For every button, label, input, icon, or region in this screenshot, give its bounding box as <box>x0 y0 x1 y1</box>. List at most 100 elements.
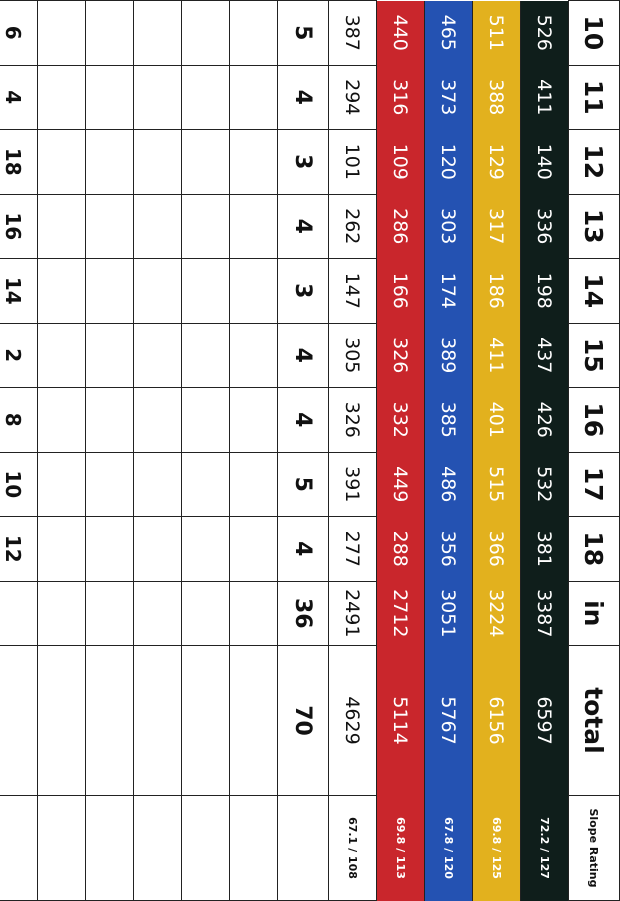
score-cell[interactable] <box>37 129 86 194</box>
score-cell[interactable] <box>181 129 230 194</box>
score-cell[interactable] <box>229 581 278 646</box>
yardage-cell: 526 <box>520 0 569 65</box>
score-cell[interactable] <box>37 323 86 388</box>
score-cell[interactable] <box>85 258 134 323</box>
score-cell[interactable] <box>181 452 230 517</box>
score-cell[interactable] <box>37 645 86 796</box>
score-cell[interactable] <box>85 194 134 259</box>
score-cell[interactable] <box>37 581 86 646</box>
score-cell[interactable] <box>229 0 278 65</box>
score-cell[interactable] <box>85 0 134 65</box>
hole-number: 11 <box>568 65 620 130</box>
par-cell: 4 <box>277 387 329 452</box>
score-cell[interactable] <box>181 516 230 581</box>
score-cell[interactable] <box>133 0 182 65</box>
score-cell[interactable] <box>229 795 278 901</box>
score-cell[interactable] <box>133 323 182 388</box>
slope-rating-cell: 67.8 / 120 <box>424 795 473 901</box>
tee-row: 511 388 129 317 186 411 401 515 366 3224 6156 69.8 … <box>472 0 521 901</box>
score-cell[interactable] <box>37 258 86 323</box>
yardage-cell: 288 <box>376 516 425 581</box>
par-cell: 4 <box>277 194 329 259</box>
tee-row: 526 411 140 336 198 437 426 532 381 3387 6597 72.2 … <box>520 0 569 901</box>
yardage-cell: 129 <box>472 129 521 194</box>
score-cell[interactable] <box>85 129 134 194</box>
slope-rating-cell: 69.8 / 113 <box>376 795 425 901</box>
empty-cell <box>0 645 38 796</box>
yardage-cell: 120 <box>424 129 473 194</box>
score-cell[interactable] <box>181 65 230 130</box>
yardage-cell: 277 <box>328 516 377 581</box>
yardage-cell: 317 <box>472 194 521 259</box>
score-cell[interactable] <box>37 65 86 130</box>
score-cell[interactable] <box>181 645 230 796</box>
score-cell[interactable] <box>85 581 134 646</box>
score-cell[interactable] <box>133 645 182 796</box>
score-cell[interactable] <box>181 581 230 646</box>
par-cell: 5 <box>277 452 329 517</box>
score-cell[interactable] <box>85 323 134 388</box>
score-cell[interactable] <box>85 65 134 130</box>
score-cell[interactable] <box>229 452 278 517</box>
score-cell[interactable] <box>37 0 86 65</box>
score-cell[interactable] <box>133 795 182 901</box>
score-cell[interactable] <box>85 387 134 452</box>
in-total-cell: 3051 <box>424 581 473 646</box>
yardage-cell: 326 <box>328 387 377 452</box>
yardage-cell: 326 <box>376 323 425 388</box>
score-cell[interactable] <box>229 129 278 194</box>
score-cell[interactable] <box>37 452 86 517</box>
score-cell[interactable] <box>85 645 134 796</box>
par-cell: 3 <box>277 258 329 323</box>
par-cell: 5 <box>277 0 329 65</box>
in-total-cell: 3387 <box>520 581 569 646</box>
score-cell[interactable] <box>133 516 182 581</box>
yardage-cell: 140 <box>520 129 569 194</box>
score-cell[interactable] <box>181 194 230 259</box>
score-cell[interactable] <box>37 795 86 901</box>
score-cell[interactable] <box>181 323 230 388</box>
score-cell[interactable] <box>85 452 134 517</box>
score-cell[interactable] <box>181 387 230 452</box>
hole-header-row: 10 11 12 13 14 15 16 17 18 in total Slope Rating <box>568 0 620 901</box>
score-cell[interactable] <box>133 258 182 323</box>
par-cell: 4 <box>277 516 329 581</box>
score-cell[interactable] <box>229 516 278 581</box>
score-cell[interactable] <box>229 645 278 796</box>
yardage-cell: 511 <box>472 0 521 65</box>
score-cell[interactable] <box>133 581 182 646</box>
total-cell: 5767 <box>424 645 473 796</box>
score-cell[interactable] <box>37 194 86 259</box>
score-cell[interactable] <box>229 387 278 452</box>
score-cell[interactable] <box>181 258 230 323</box>
yardage-cell: 336 <box>520 194 569 259</box>
score-cell[interactable] <box>229 323 278 388</box>
in-total-cell: 2712 <box>376 581 425 646</box>
yardage-cell: 305 <box>328 323 377 388</box>
yardage-cell: 332 <box>376 387 425 452</box>
score-row <box>229 0 278 901</box>
yardage-cell: 166 <box>376 258 425 323</box>
empty-cell <box>277 795 329 901</box>
score-cell[interactable] <box>229 194 278 259</box>
score-cell[interactable] <box>85 516 134 581</box>
score-cell[interactable] <box>37 516 86 581</box>
hole-number: 17 <box>568 452 620 517</box>
score-cell[interactable] <box>181 0 230 65</box>
score-cell[interactable] <box>37 387 86 452</box>
total-cell: 5114 <box>376 645 425 796</box>
score-cell[interactable] <box>229 258 278 323</box>
score-cell[interactable] <box>133 129 182 194</box>
score-cell[interactable] <box>229 65 278 130</box>
score-cell[interactable] <box>133 65 182 130</box>
yardage-cell: 440 <box>376 0 425 65</box>
yardage-cell: 426 <box>520 387 569 452</box>
par-cell: 3 <box>277 129 329 194</box>
score-cell[interactable] <box>133 452 182 517</box>
score-cell[interactable] <box>133 387 182 452</box>
score-cell[interactable] <box>85 795 134 901</box>
yardage-cell: 411 <box>520 65 569 130</box>
score-cell[interactable] <box>133 194 182 259</box>
score-cell[interactable] <box>181 795 230 901</box>
